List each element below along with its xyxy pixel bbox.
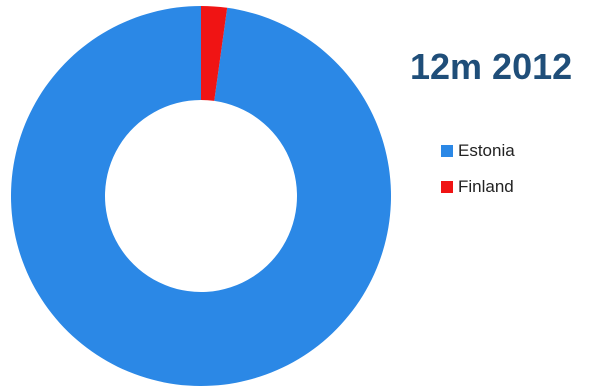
legend-swatch-finland [441,181,453,193]
legend-label-finland: Finland [458,177,514,196]
legend-label-estonia: Estonia [458,141,515,160]
legend-item-estonia: Estonia [441,141,515,161]
donut-slice-finland [201,6,228,101]
legend-swatch-estonia [441,145,453,157]
donut-slice-estonia [11,6,392,386]
chart-legend: Estonia Finland [441,141,515,213]
legend-item-finland: Finland [441,177,515,197]
chart-title: 12m 2012 [410,46,573,87]
